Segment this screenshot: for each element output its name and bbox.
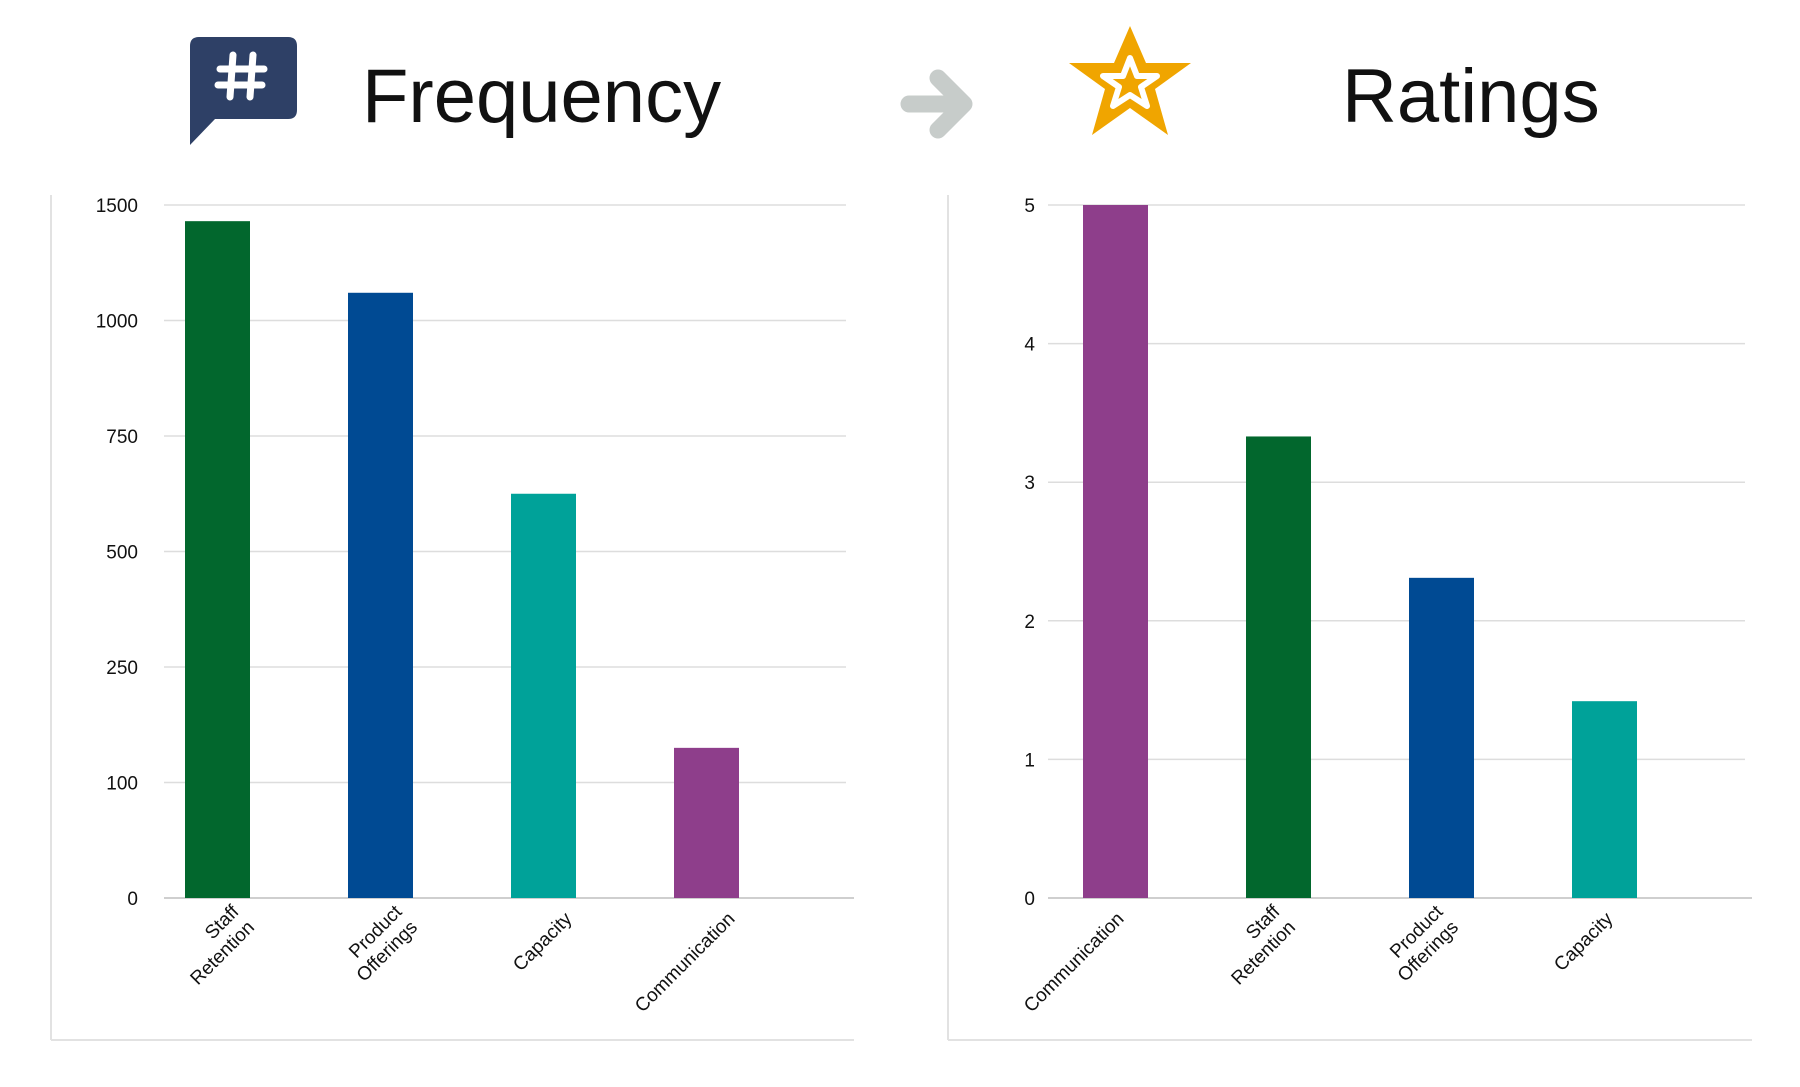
x-tick-label: Capacity: [1550, 908, 1617, 975]
y-tick-label: 1: [1024, 750, 1035, 771]
x-tick-label: ProductOfferings: [337, 901, 422, 986]
star-icon: [1069, 26, 1191, 135]
ratings-title: Ratings: [1342, 54, 1600, 139]
bar-staff-retention: [185, 221, 250, 899]
frequency-chart: 0 100 250 500 750 1000 1500 StaffRetention Produ…: [50, 195, 854, 1041]
arrow-right-icon: [900, 69, 973, 139]
y-tick-label: 100: [106, 774, 138, 795]
y-tick-label: 3: [1024, 473, 1035, 494]
bar-product-offerings: [1409, 577, 1474, 898]
frequency-title: Frequency: [362, 54, 721, 139]
y-tick-label: 4: [1024, 335, 1035, 356]
bar-capacity: [511, 493, 576, 898]
x-tick-label: Communication: [1020, 909, 1128, 1017]
x-tick-label: StaffRetention: [1212, 901, 1300, 989]
bar-capacity: [1572, 701, 1637, 898]
x-tick-label: ProductOfferings: [1378, 901, 1463, 986]
y-tick-label: 250: [106, 658, 138, 679]
x-tick-label: StaffRetention: [171, 901, 259, 989]
bar-product-offerings: [348, 292, 413, 898]
y-tick-label: 750: [106, 427, 138, 448]
bar-communication: [674, 747, 739, 898]
x-tick-label: Communication: [631, 909, 739, 1017]
ratings-chart: 0 1 2 3 4 5 Communication StaffRetention Product…: [947, 195, 1752, 1041]
bar-staff-retention: [1246, 436, 1311, 898]
bar-communication: [1083, 205, 1148, 898]
hashtag-chat-icon: [190, 37, 297, 145]
y-tick-label: 2: [1024, 612, 1035, 633]
y-tick-label: 1000: [96, 312, 138, 333]
y-tick-label: 5: [1024, 196, 1035, 217]
y-tick-label: 0: [1024, 889, 1035, 910]
x-tick-label: Capacity: [509, 908, 576, 975]
y-tick-label: 1500: [96, 196, 138, 217]
y-tick-label: 500: [106, 543, 138, 564]
y-tick-label: 0: [127, 889, 138, 910]
